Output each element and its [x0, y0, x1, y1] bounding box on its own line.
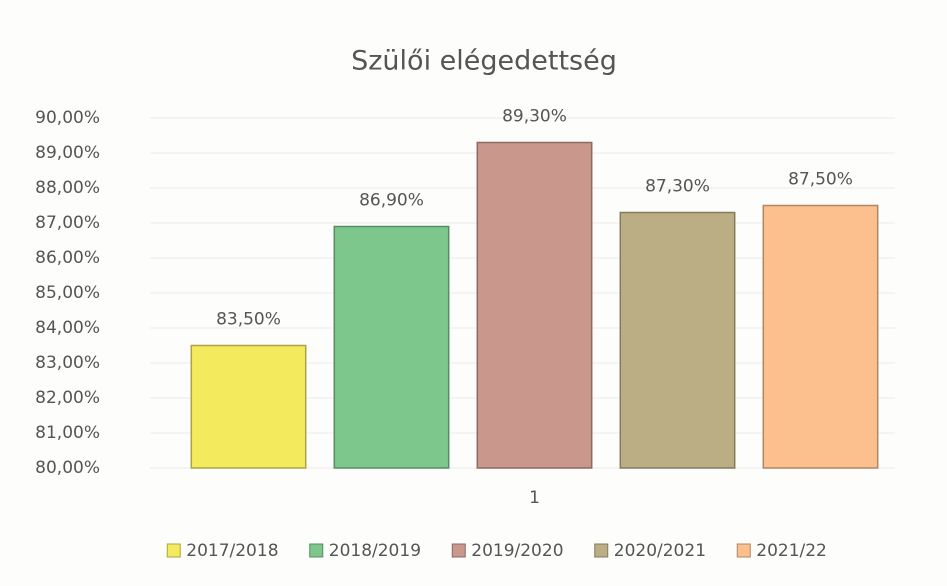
data-label: 89,30%: [502, 107, 567, 127]
data-label: 83,50%: [216, 310, 281, 330]
x-tick-label: 1: [529, 488, 540, 508]
y-tick-label: 85,00%: [35, 283, 100, 303]
y-tick-label: 90,00%: [35, 108, 100, 128]
y-tick-label: 83,00%: [35, 353, 100, 373]
legend-label: 2018/2019: [329, 541, 421, 561]
y-tick-label: 87,00%: [35, 213, 100, 233]
y-tick-label: 89,00%: [35, 143, 100, 163]
y-tick-label: 82,00%: [35, 388, 100, 408]
legend-swatch: [166, 543, 181, 558]
legend-label: 2017/2018: [186, 541, 278, 561]
bar: [333, 225, 450, 469]
bar: [476, 141, 593, 469]
legend-label: 2021/22: [756, 541, 827, 561]
y-tick-label: 84,00%: [35, 318, 100, 338]
legend-swatch: [736, 543, 751, 558]
bar: [190, 344, 307, 469]
data-label: 87,30%: [645, 177, 710, 197]
y-tick-label: 80,00%: [35, 458, 100, 478]
data-label: 86,90%: [359, 191, 424, 211]
legend-label: 2019/2020: [471, 541, 563, 561]
bar: [619, 211, 736, 469]
chart-title: Szülői elégedettség: [351, 46, 617, 77]
y-tick-label: 81,00%: [35, 423, 100, 443]
bar: [762, 204, 879, 469]
y-tick-label: 86,00%: [35, 248, 100, 268]
y-tick-label: 88,00%: [35, 178, 100, 198]
legend-swatch: [594, 543, 609, 558]
data-label: 87,50%: [788, 170, 853, 190]
legend-swatch: [309, 543, 324, 558]
legend-label: 2020/2021: [614, 541, 706, 561]
legend-swatch: [451, 543, 466, 558]
